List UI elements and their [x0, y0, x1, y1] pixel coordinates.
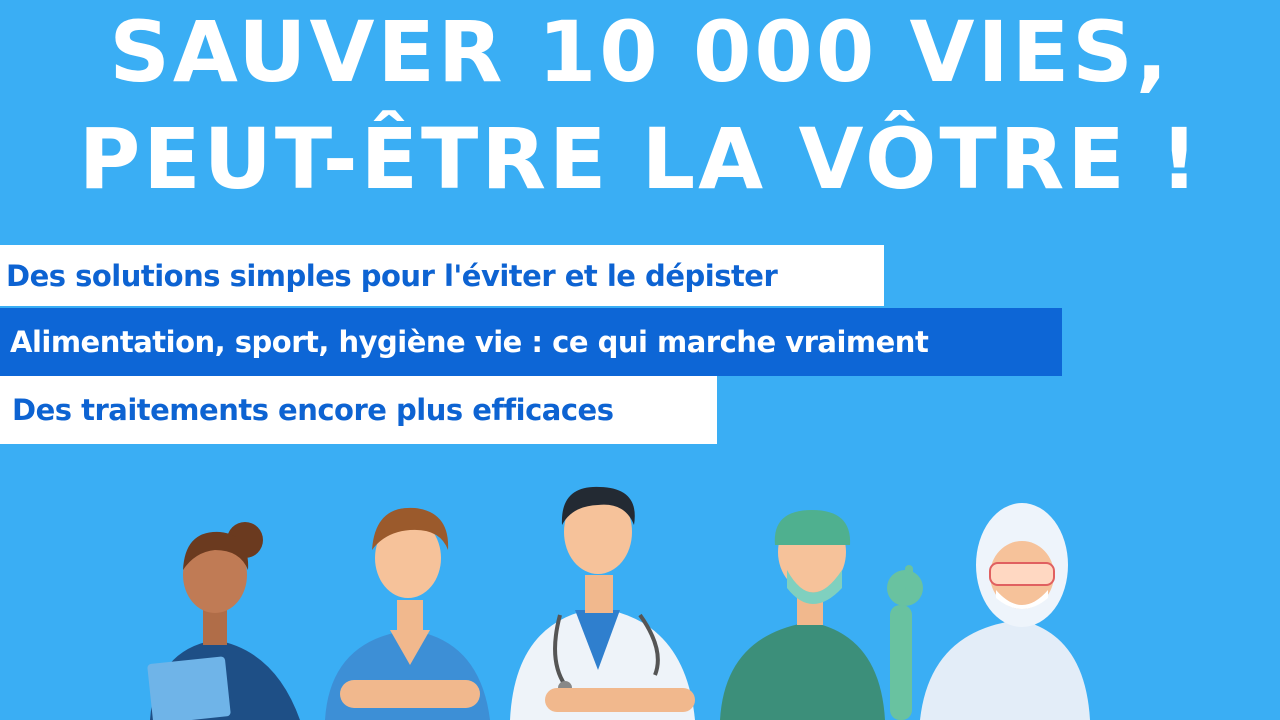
bullet-treatments: Des traitements encore plus efficaces	[0, 376, 717, 444]
doctor-figure	[510, 486, 695, 720]
protective-suit-figure	[920, 503, 1090, 720]
surgeon-with-mask-figure	[720, 510, 923, 720]
bullet-lifestyle: Alimentation, sport, hygiène vie : ce qu…	[0, 308, 1062, 376]
headline-line-1: SAUVER 10 000 VIES,	[109, 3, 1171, 101]
male-nurse-figure	[325, 507, 490, 720]
healthcare-workers-illustration	[147, 486, 1090, 720]
bullet-prevention: Des solutions simples pour l'éviter et l…	[0, 245, 884, 306]
headline-line-2: PEUT-ÊTRE LA VÔTRE !	[78, 110, 1202, 208]
nurse-with-tablet-figure	[147, 522, 300, 720]
